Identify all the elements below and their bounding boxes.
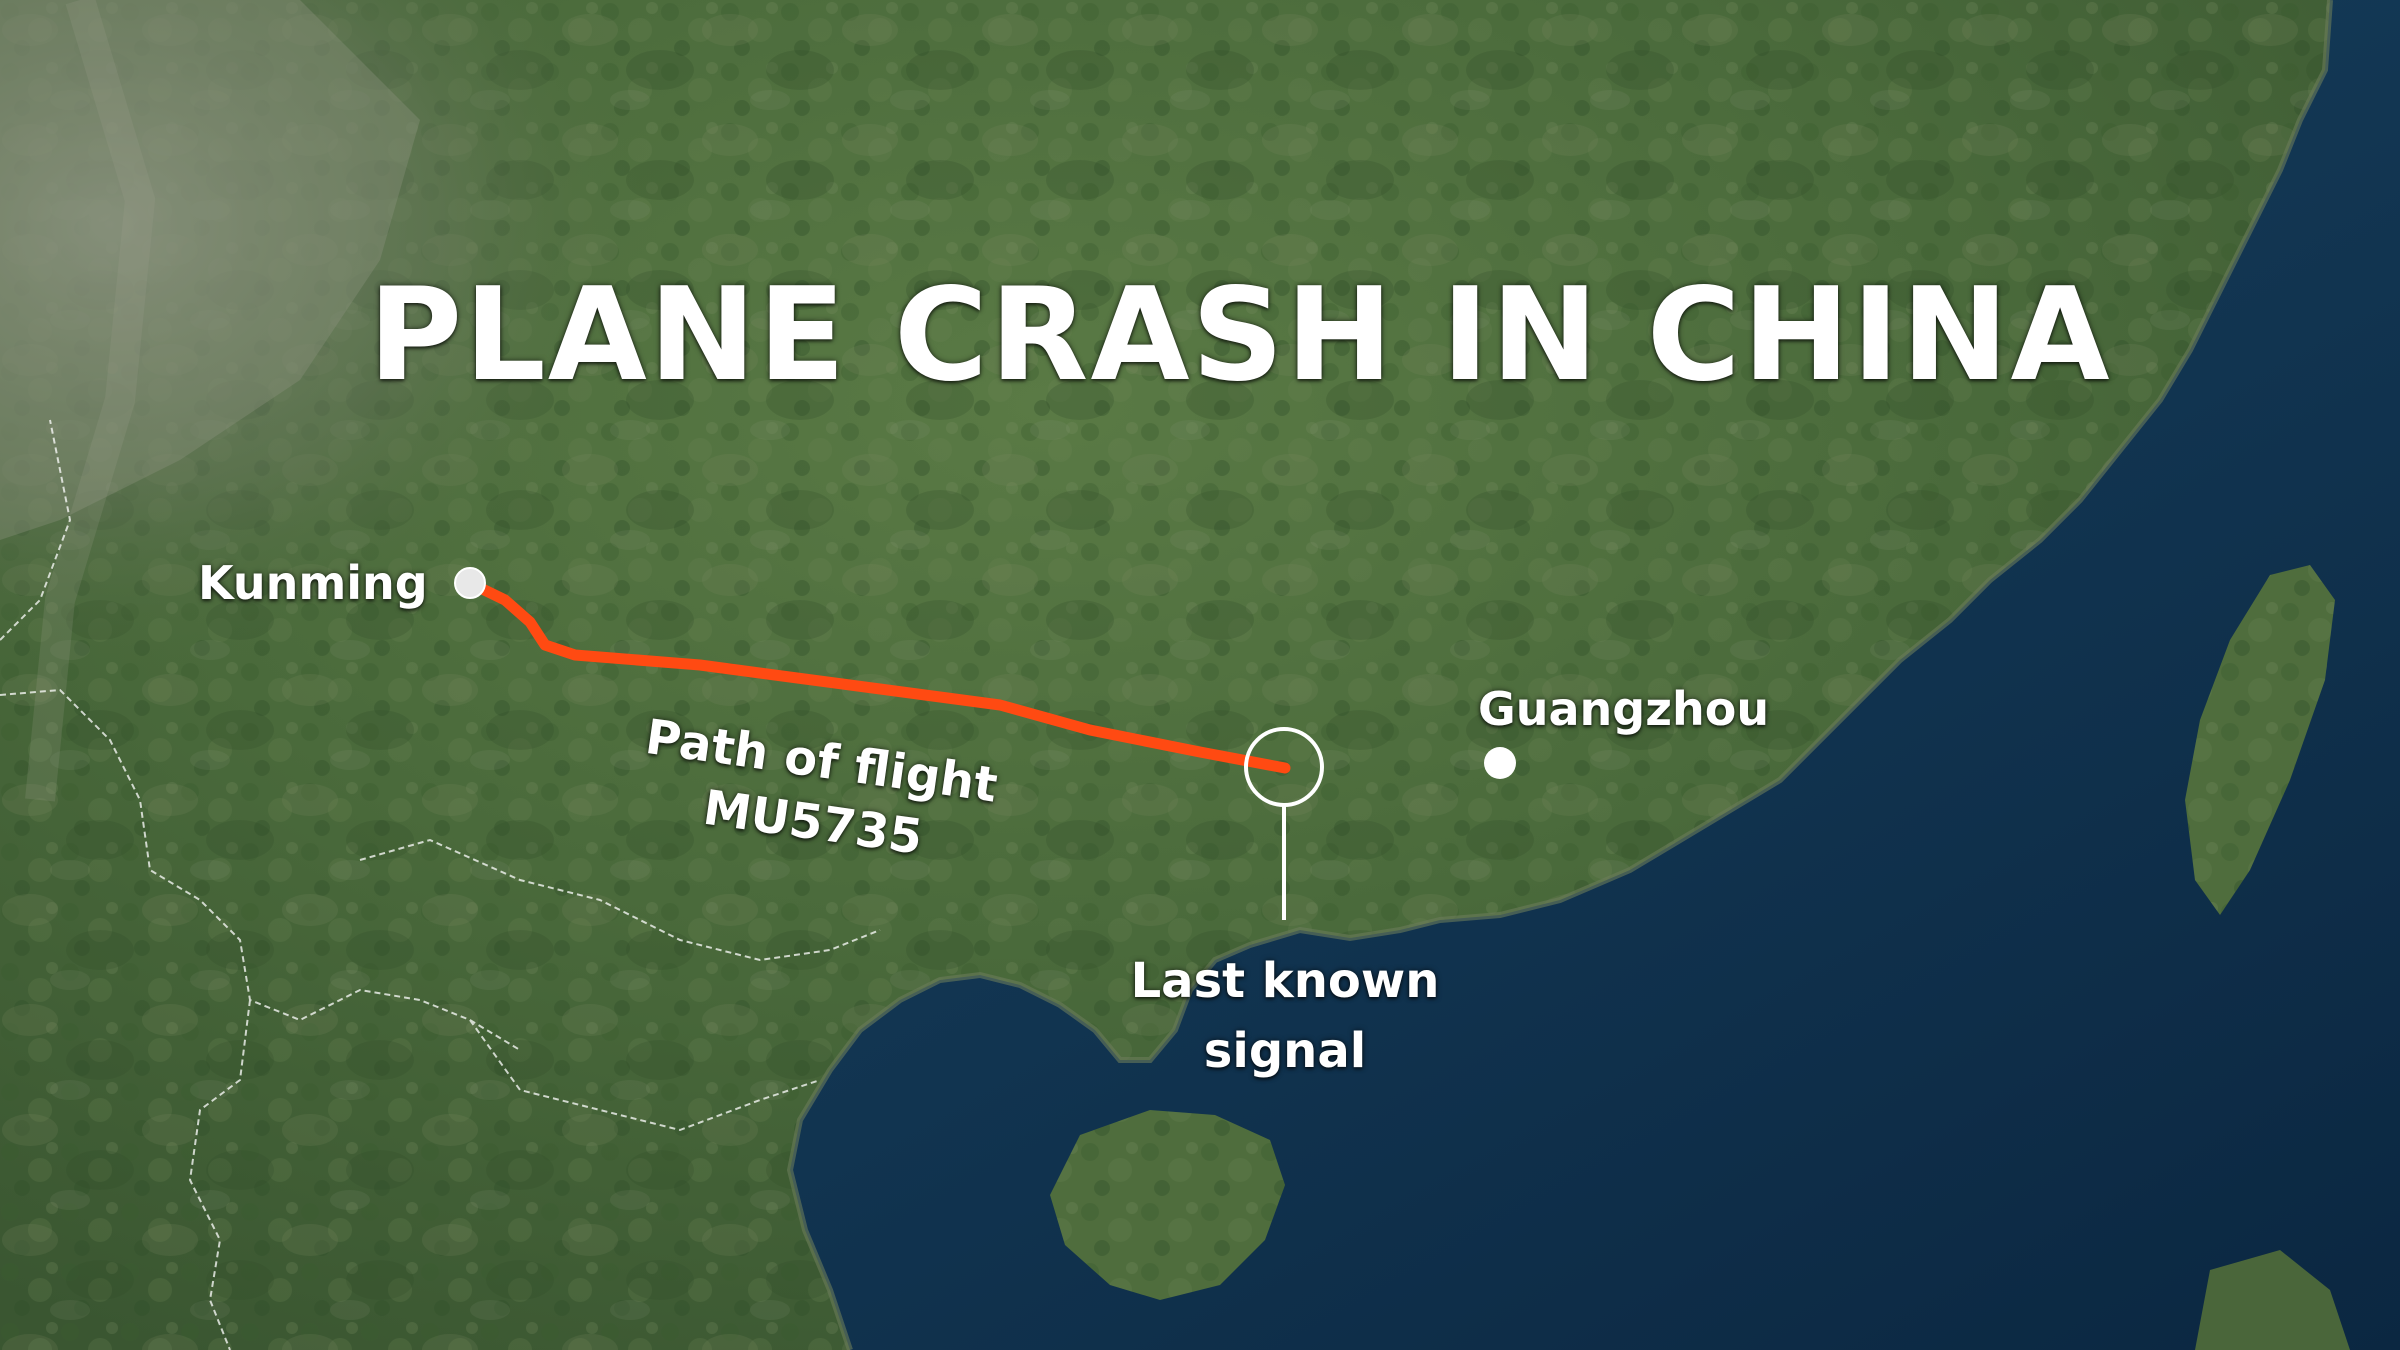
last-signal-label-line2: signal [1203,1023,1367,1079]
kunming-marker[interactable] [454,567,486,599]
country-borders [0,419,881,1350]
last-signal-label-line1: Last known [1130,953,1440,1009]
city-label-kunming: Kunming [198,556,428,610]
last-signal-label: Last known signal [1110,946,1460,1086]
flight-path-line [464,577,1291,774]
city-label-guangzhou: Guangzhou [1478,682,1770,736]
guangzhou-marker[interactable] [1484,747,1516,779]
map-title: PLANE CRASH IN CHINA [368,261,2112,410]
luzon-landmass [2195,1250,2350,1350]
